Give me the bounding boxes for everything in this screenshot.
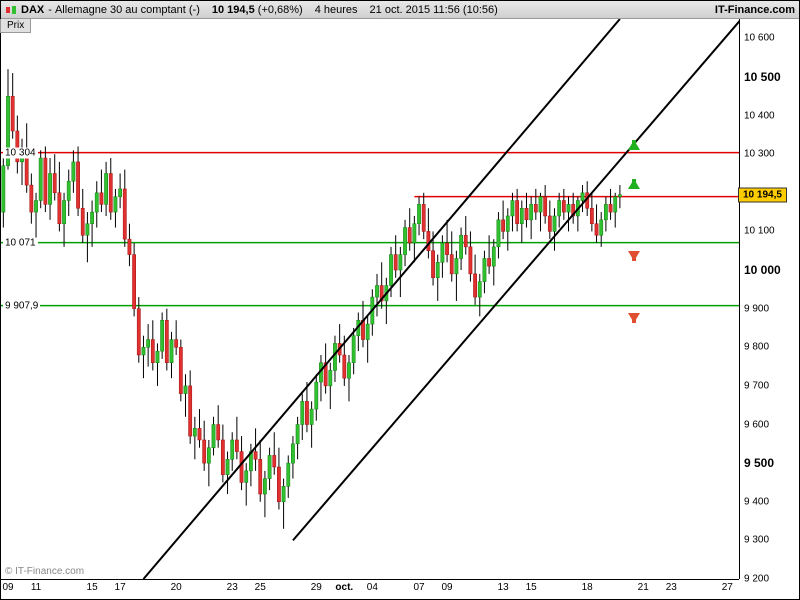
symbol-sep: - bbox=[48, 4, 52, 16]
hline-label: 10 071 bbox=[3, 237, 38, 248]
x-tick: 09 bbox=[2, 582, 13, 593]
x-tick: 27 bbox=[722, 582, 733, 593]
x-tick: 04 bbox=[367, 582, 378, 593]
chart-plot bbox=[1, 19, 739, 579]
arrow-down-icon bbox=[628, 251, 640, 261]
x-tick: 11 bbox=[31, 582, 41, 593]
x-tick: 09 bbox=[442, 582, 453, 593]
y-tick: 9 200 bbox=[744, 574, 769, 585]
current-price-tag: 10 194,5 bbox=[738, 187, 787, 202]
copyright: © IT-Finance.com bbox=[5, 566, 84, 577]
x-tick: oct. bbox=[335, 582, 353, 593]
source: IT-Finance.com bbox=[715, 4, 795, 16]
datetime: 21 oct. 2015 11:56 (10:56) bbox=[370, 4, 498, 16]
y-tick: 10 000 bbox=[744, 263, 781, 277]
x-tick: 21 bbox=[638, 582, 649, 593]
change-pct: (+0,68%) bbox=[258, 4, 303, 16]
x-tick: 13 bbox=[498, 582, 509, 593]
arrow-up-icon bbox=[628, 179, 640, 189]
x-tick: 07 bbox=[413, 582, 424, 593]
candle-icon bbox=[5, 4, 17, 16]
x-tick: 20 bbox=[171, 582, 182, 593]
price-axis-label: Prix bbox=[0, 19, 31, 33]
hline-label: 9 907,9 bbox=[3, 300, 40, 311]
y-tick: 9 500 bbox=[744, 456, 774, 470]
y-tick: 9 400 bbox=[744, 496, 769, 507]
y-tick: 10 500 bbox=[744, 70, 781, 84]
x-tick: 18 bbox=[582, 582, 593, 593]
y-tick: 10 600 bbox=[744, 33, 775, 44]
x-tick: 29 bbox=[311, 582, 322, 593]
y-tick: 9 700 bbox=[744, 380, 769, 391]
symbol: DAX bbox=[21, 4, 44, 16]
y-tick: 10 100 bbox=[744, 226, 775, 237]
y-tick: 9 600 bbox=[744, 419, 769, 430]
hline-label: 10 304 bbox=[3, 147, 38, 158]
last-price: 10 194,5 bbox=[212, 4, 255, 16]
x-tick: 17 bbox=[115, 582, 126, 593]
y-tick: 10 400 bbox=[744, 110, 775, 121]
x-axis: 09 11 15 17 20 23 25 29 oct. 04 07 09 13 15 18 21 23 27 bbox=[1, 579, 739, 599]
arrow-down-icon bbox=[628, 313, 640, 323]
description: Allemagne 30 au comptant (-) bbox=[55, 4, 200, 16]
x-tick: 15 bbox=[526, 582, 537, 593]
arrow-up-icon bbox=[628, 140, 640, 150]
x-tick: 23 bbox=[227, 582, 238, 593]
y-axis: 10 600 10 500 10 400 10 300 10 194,5 10 100 10… bbox=[739, 19, 799, 579]
chart-window: DAX - Allemagne 30 au comptant (-) 10 19… bbox=[0, 0, 800, 600]
y-tick: 9 800 bbox=[744, 342, 769, 353]
y-tick: 9 300 bbox=[744, 535, 769, 546]
x-tick: 15 bbox=[87, 582, 98, 593]
chart-header: DAX - Allemagne 30 au comptant (-) 10 19… bbox=[1, 1, 799, 19]
chart-area[interactable]: 10 304 10 071 9 907,9 bbox=[1, 19, 739, 579]
x-tick: 23 bbox=[666, 582, 677, 593]
y-tick: 9 900 bbox=[744, 303, 769, 314]
y-tick: 10 300 bbox=[744, 149, 775, 160]
timeframe: 4 heures bbox=[315, 4, 358, 16]
x-tick: 25 bbox=[255, 582, 266, 593]
